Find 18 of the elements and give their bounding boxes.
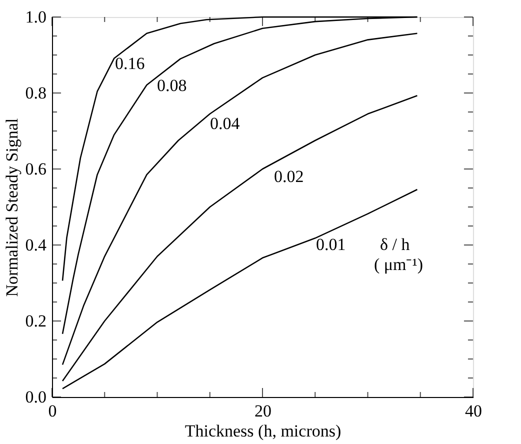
annotation: 0.16 xyxy=(115,54,145,73)
y-tick-label: 1.0 xyxy=(25,8,46,26)
annotation: 0.04 xyxy=(210,114,240,133)
x-tick-label: 40 xyxy=(465,402,482,420)
y-tick-label: 0.2 xyxy=(25,312,46,330)
annotation: 0.02 xyxy=(274,167,304,186)
x-tick-label: 20 xyxy=(254,402,272,420)
annotation: δ / h xyxy=(380,235,410,254)
x-tick-label: 0 xyxy=(48,402,57,420)
y-tick-label: 0.8 xyxy=(25,84,46,102)
x-axis-title: Thickness (h, microns) xyxy=(184,422,342,440)
annotation: 0.08 xyxy=(157,76,187,95)
annotation: 0.01 xyxy=(316,235,346,254)
annotation: ( μm⁻¹) xyxy=(374,255,424,274)
y-axis-title: Normalized Steady Signal xyxy=(2,118,22,297)
y-tick-label: 0.4 xyxy=(25,236,47,254)
y-tick-label: 0.6 xyxy=(25,160,46,178)
y-tick-label: 0.0 xyxy=(25,388,46,406)
